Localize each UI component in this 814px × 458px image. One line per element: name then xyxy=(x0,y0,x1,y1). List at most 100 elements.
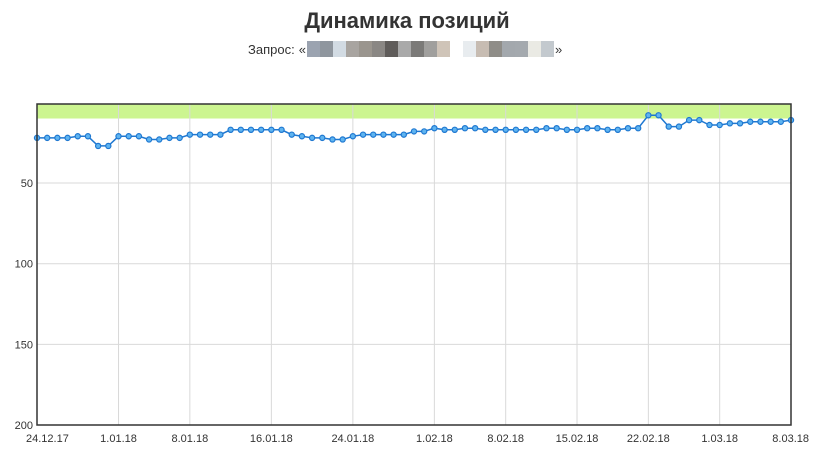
redaction-block xyxy=(410,41,424,57)
data-point xyxy=(492,126,499,134)
query-subtitle: Запрос: « » xyxy=(248,41,562,57)
data-point xyxy=(115,133,122,140)
data-point xyxy=(685,116,693,124)
data-point xyxy=(288,131,295,138)
redacted-query-text xyxy=(306,41,554,57)
data-point xyxy=(431,124,438,132)
data-point xyxy=(655,112,662,119)
y-tick-label: 200 xyxy=(15,420,33,432)
x-tick-label: 8.01.18 xyxy=(171,433,208,445)
redaction-block xyxy=(306,41,320,57)
redaction-block xyxy=(397,41,411,57)
redaction-block xyxy=(345,41,359,57)
data-point xyxy=(716,121,723,129)
data-point xyxy=(125,133,132,140)
redaction-block xyxy=(358,41,372,57)
data-point xyxy=(207,131,214,138)
redaction-block xyxy=(462,41,476,57)
data-point xyxy=(145,136,153,143)
data-point xyxy=(471,124,479,132)
data-point xyxy=(726,120,734,127)
data-point xyxy=(747,118,754,125)
redaction-block xyxy=(384,41,398,57)
redaction-block xyxy=(449,41,463,57)
data-point xyxy=(74,133,81,140)
data-point xyxy=(319,134,326,142)
x-tick-label: 8.02.18 xyxy=(487,433,524,445)
data-point xyxy=(217,131,224,138)
data-point xyxy=(441,126,448,134)
data-point xyxy=(512,126,520,134)
data-point xyxy=(278,126,285,134)
y-tick-label: 100 xyxy=(15,259,33,271)
chart-title: Динамика позиций xyxy=(304,8,510,33)
data-point xyxy=(54,134,61,142)
data-point xyxy=(767,118,774,125)
data-point xyxy=(522,126,530,134)
redaction-block xyxy=(475,41,489,57)
query-open-quote: « xyxy=(298,41,306,57)
data-point xyxy=(390,131,397,138)
series-layer xyxy=(33,112,795,150)
redaction-block xyxy=(501,41,515,57)
redaction-block xyxy=(527,41,541,57)
redaction-block xyxy=(423,41,437,57)
x-tick-label: 15.02.18 xyxy=(556,433,599,445)
data-point xyxy=(553,124,560,132)
query-close-quote: » xyxy=(554,41,563,57)
data-point xyxy=(176,134,183,142)
top10-band xyxy=(37,104,791,119)
data-point xyxy=(594,124,601,132)
data-point xyxy=(706,121,713,129)
data-point xyxy=(370,131,377,138)
data-point xyxy=(257,126,265,134)
query-label: Запрос: xyxy=(248,41,295,57)
data-point xyxy=(227,126,234,134)
redaction-block xyxy=(488,41,502,57)
data-point xyxy=(451,126,458,134)
data-point xyxy=(482,126,489,134)
data-point xyxy=(645,112,652,119)
data-point xyxy=(736,120,744,127)
data-point xyxy=(410,128,418,135)
data-point xyxy=(94,142,102,150)
x-tick-label: 22.02.18 xyxy=(627,433,670,445)
data-point xyxy=(777,118,785,125)
data-point xyxy=(634,124,642,132)
data-point xyxy=(533,126,540,134)
redaction-block xyxy=(371,41,385,57)
data-point xyxy=(339,136,346,143)
x-tick-label: 1.02.18 xyxy=(416,433,453,445)
data-point xyxy=(400,131,408,138)
data-point xyxy=(502,126,509,134)
data-point xyxy=(461,124,469,132)
data-point xyxy=(675,123,683,130)
data-point xyxy=(237,126,244,134)
data-point xyxy=(665,123,672,130)
grid-layer xyxy=(36,104,792,426)
y-tick-label: 50 xyxy=(21,178,33,190)
redaction-block xyxy=(332,41,346,57)
data-point xyxy=(196,131,204,138)
x-tick-label: 8.03.18 xyxy=(772,433,809,445)
data-point xyxy=(563,126,571,134)
data-point xyxy=(757,118,764,125)
data-point xyxy=(247,126,255,134)
data-point xyxy=(543,124,550,132)
data-point xyxy=(308,134,316,142)
x-tick-label: 24.01.18 xyxy=(331,433,374,445)
redaction-block xyxy=(319,41,333,57)
data-point xyxy=(584,124,591,132)
data-point xyxy=(696,116,703,124)
data-point xyxy=(268,126,275,134)
data-point xyxy=(156,136,163,143)
top10-band-layer xyxy=(37,104,791,119)
data-point xyxy=(604,126,611,134)
y-tick-label: 150 xyxy=(15,339,33,351)
x-tick-label: 1.01.18 xyxy=(100,433,137,445)
data-point xyxy=(135,133,143,140)
data-point xyxy=(349,133,357,140)
data-point xyxy=(64,134,71,142)
